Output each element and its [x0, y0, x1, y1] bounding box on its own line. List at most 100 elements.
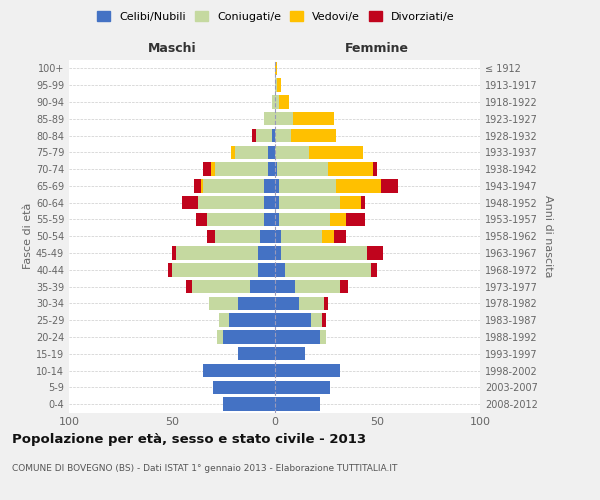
Text: Popolazione per età, sesso e stato civile - 2013: Popolazione per età, sesso e stato civil… [12, 432, 366, 446]
Bar [278, 95, 289, 108]
Bar [200, 179, 203, 192]
Bar [382, 179, 398, 192]
Bar [235, 146, 268, 159]
Bar [278, 179, 336, 192]
Bar [203, 179, 264, 192]
Bar [196, 213, 206, 226]
Bar [209, 296, 238, 310]
Bar [281, 246, 367, 260]
Bar [322, 314, 326, 327]
Bar [293, 112, 334, 126]
Bar [330, 213, 346, 226]
Bar [275, 78, 277, 92]
Bar [203, 162, 211, 176]
Bar [275, 364, 340, 377]
Bar [252, 129, 256, 142]
Bar [277, 78, 281, 92]
Bar [217, 330, 223, 344]
Bar [268, 146, 275, 159]
Bar [275, 330, 320, 344]
Bar [206, 230, 215, 243]
Bar [295, 280, 340, 293]
Bar [275, 263, 285, 276]
Y-axis label: Fasce di età: Fasce di età [23, 203, 33, 270]
Bar [275, 112, 293, 126]
Bar [238, 347, 275, 360]
Legend: Celibi/Nubili, Coniugati/e, Vedovi/e, Divorziati/e: Celibi/Nubili, Coniugati/e, Vedovi/e, Di… [94, 8, 458, 25]
Bar [238, 296, 275, 310]
Bar [206, 213, 264, 226]
Bar [272, 129, 275, 142]
Bar [275, 314, 311, 327]
Bar [275, 162, 277, 176]
Bar [361, 196, 365, 209]
Bar [268, 162, 275, 176]
Bar [322, 230, 334, 243]
Y-axis label: Anni di nascita: Anni di nascita [543, 195, 553, 278]
Bar [336, 179, 382, 192]
Text: Femmine: Femmine [345, 42, 409, 55]
Bar [275, 246, 281, 260]
Bar [277, 162, 328, 176]
Bar [275, 347, 305, 360]
Bar [275, 62, 277, 75]
Bar [193, 280, 250, 293]
Bar [275, 296, 299, 310]
Bar [334, 230, 346, 243]
Bar [211, 162, 215, 176]
Bar [275, 398, 320, 411]
Bar [223, 330, 275, 344]
Bar [275, 380, 330, 394]
Bar [281, 230, 322, 243]
Bar [264, 179, 275, 192]
Bar [291, 129, 336, 142]
Bar [176, 246, 258, 260]
Bar [324, 296, 328, 310]
Text: Maschi: Maschi [148, 42, 196, 55]
Bar [275, 196, 278, 209]
Bar [167, 263, 172, 276]
Bar [310, 146, 363, 159]
Bar [213, 380, 275, 394]
Bar [275, 230, 281, 243]
Bar [371, 263, 377, 276]
Bar [373, 162, 377, 176]
Bar [258, 263, 275, 276]
Bar [199, 196, 264, 209]
Bar [215, 162, 268, 176]
Bar [258, 246, 275, 260]
Bar [256, 129, 272, 142]
Bar [260, 230, 275, 243]
Bar [328, 162, 373, 176]
Bar [172, 246, 176, 260]
Bar [320, 330, 326, 344]
Bar [250, 280, 275, 293]
Bar [229, 314, 275, 327]
Bar [299, 296, 324, 310]
Bar [219, 314, 229, 327]
Bar [275, 146, 310, 159]
Bar [275, 213, 278, 226]
Bar [346, 213, 365, 226]
Bar [278, 196, 340, 209]
Bar [215, 230, 260, 243]
Text: COMUNE DI BOVEGNO (BS) - Dati ISTAT 1° gennaio 2013 - Elaborazione TUTTITALIA.IT: COMUNE DI BOVEGNO (BS) - Dati ISTAT 1° g… [12, 464, 397, 473]
Bar [203, 364, 275, 377]
Bar [264, 213, 275, 226]
Bar [194, 179, 200, 192]
Bar [367, 246, 383, 260]
Bar [182, 196, 199, 209]
Bar [275, 95, 278, 108]
Bar [340, 280, 349, 293]
Bar [275, 129, 291, 142]
Bar [186, 280, 193, 293]
Bar [172, 263, 258, 276]
Bar [275, 280, 295, 293]
Bar [232, 146, 235, 159]
Bar [275, 179, 278, 192]
Bar [264, 112, 275, 126]
Bar [285, 263, 371, 276]
Bar [272, 95, 275, 108]
Bar [278, 213, 330, 226]
Bar [340, 196, 361, 209]
